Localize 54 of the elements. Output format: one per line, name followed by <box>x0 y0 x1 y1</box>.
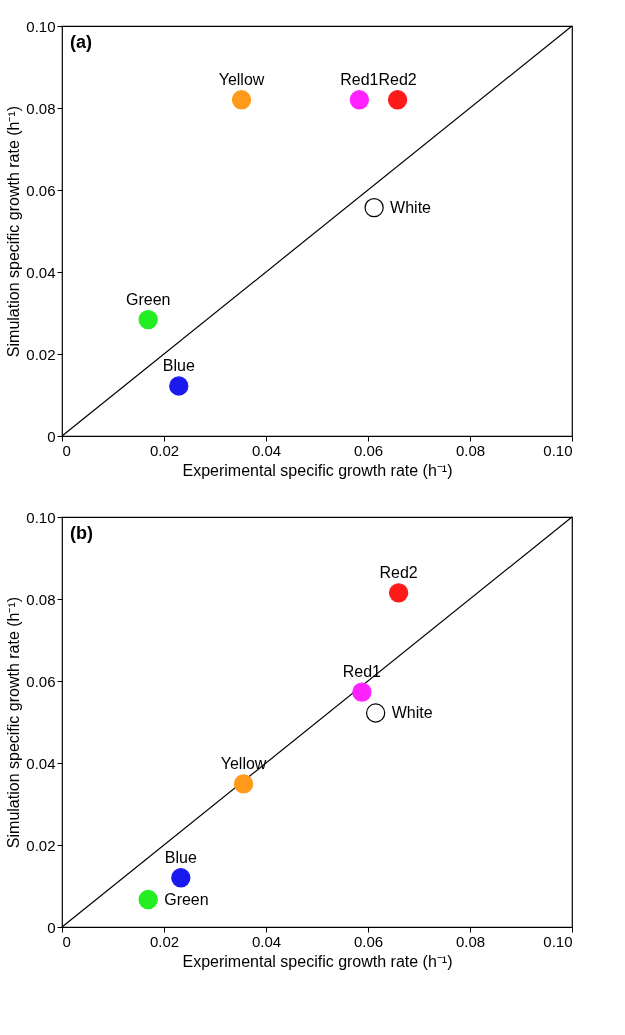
point <box>352 682 372 702</box>
x-axis-title: Experimental specific growth rate (h⁻¹) <box>182 461 453 479</box>
point <box>387 90 408 110</box>
point <box>233 774 254 794</box>
series-label: Green <box>125 290 171 308</box>
x-tick-label: 0.06 <box>353 932 384 950</box>
x-tick-label: 0.02 <box>149 441 180 459</box>
y-tick-label: 0 <box>47 918 56 936</box>
x-tick-label: 0.08 <box>455 932 486 950</box>
point <box>231 90 252 110</box>
point <box>365 703 386 723</box>
point <box>388 583 409 603</box>
series-label: Yellow <box>218 70 265 88</box>
x-tick-label: 0.10 <box>543 932 573 950</box>
y-axis-title: Simulation specific growth rate (h⁻¹) <box>5 105 23 358</box>
x-axis-title: Experimental specific growth rate (h⁻¹) <box>182 952 453 970</box>
y-tick-label: 0.10 <box>26 508 56 526</box>
point <box>138 889 158 910</box>
y-tick-label: 0 <box>47 427 56 445</box>
series-label: Blue <box>164 848 197 866</box>
x-tick-label: 0.04 <box>251 441 282 459</box>
series-label: Red2 <box>378 70 417 88</box>
series-label: White <box>391 703 433 721</box>
series-label: White <box>390 198 432 216</box>
y-tick-label: 0.08 <box>26 99 56 117</box>
series-label: Red1 <box>340 70 379 88</box>
y-tick-label: 0.10 <box>26 17 56 35</box>
x-tick-label: 0.08 <box>455 441 486 459</box>
series-label: Green <box>164 890 209 908</box>
y-axis-title: Simulation specific growth rate (h⁻¹) <box>5 596 23 849</box>
point <box>169 376 189 396</box>
x-tick-label: 0 <box>62 932 71 950</box>
y-tick-label: 0.04 <box>26 754 56 772</box>
y-tick-label: 0.02 <box>26 345 56 363</box>
x-tick-label: 0 <box>62 441 71 459</box>
x-tick-label: 0.10 <box>543 441 573 459</box>
series-label: Red1 <box>342 663 382 681</box>
y-tick-label: 0.08 <box>26 590 56 608</box>
point <box>171 868 191 888</box>
chart-title: (b) <box>70 523 93 543</box>
point <box>349 90 370 110</box>
y-tick-label: 0.04 <box>26 263 56 281</box>
series-label: Blue <box>162 356 195 374</box>
chart-title: (a) <box>70 32 92 52</box>
x-tick-label: 0.02 <box>149 932 180 950</box>
y-tick-label: 0.02 <box>26 836 56 854</box>
x-tick-label: 0.06 <box>353 441 384 459</box>
x-tick-label: 0.04 <box>251 932 282 950</box>
y-tick-label: 0.06 <box>26 181 56 199</box>
point <box>138 309 158 330</box>
y-tick-label: 0.06 <box>26 672 56 690</box>
point <box>364 197 384 218</box>
series-label: Yellow <box>220 754 267 772</box>
series-label: Red2 <box>379 563 418 581</box>
